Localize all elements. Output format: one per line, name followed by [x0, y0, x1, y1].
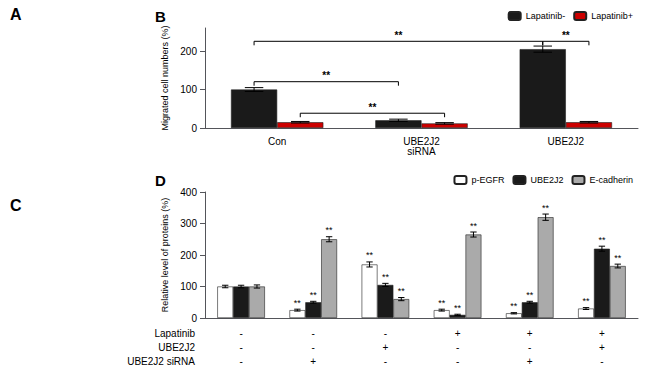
svg-text:**: **: [395, 30, 403, 41]
svg-text:**: **: [438, 298, 446, 308]
svg-text:**: **: [583, 296, 591, 306]
svg-text:**: **: [562, 30, 570, 41]
svg-text:UBE2J2: UBE2J2: [158, 342, 195, 353]
svg-text:**: **: [369, 102, 377, 113]
svg-text:UBE2J2: UBE2J2: [530, 175, 563, 185]
svg-text:**: **: [510, 301, 518, 311]
svg-text:-: -: [456, 356, 459, 367]
svg-text:-: -: [384, 356, 387, 367]
svg-text:**: **: [326, 225, 334, 235]
svg-text:-: -: [239, 328, 242, 339]
svg-text:100: 100: [180, 84, 197, 95]
svg-text:-: -: [239, 356, 242, 367]
svg-text:UBE2J2: UBE2J2: [547, 136, 584, 147]
svg-text:**: **: [614, 253, 622, 263]
svg-text:p-EGFR: p-EGFR: [471, 175, 505, 185]
svg-text:**: **: [310, 290, 318, 300]
svg-text:200: 200: [180, 46, 197, 57]
svg-text:Lapatinib: Lapatinib: [154, 328, 195, 339]
svg-text:**: **: [454, 303, 462, 313]
svg-text:+: +: [599, 328, 605, 339]
svg-text:**: **: [322, 70, 330, 81]
svg-text:D: D: [155, 172, 166, 189]
svg-text:-: -: [600, 356, 603, 367]
svg-text:400: 400: [180, 187, 197, 198]
svg-text:Migrated cell numbers (%): Migrated cell numbers (%): [160, 25, 170, 130]
svg-text:+: +: [310, 356, 316, 367]
svg-text:-: -: [456, 342, 459, 353]
svg-text:300: 300: [180, 218, 197, 229]
svg-text:-: -: [239, 342, 242, 353]
svg-text:-: -: [528, 342, 531, 353]
svg-text:Con: Con: [268, 136, 286, 147]
svg-text:**: **: [398, 286, 406, 296]
svg-text:0: 0: [191, 313, 197, 324]
svg-text:E-cadherin: E-cadherin: [589, 175, 633, 185]
svg-text:siRNA: siRNA: [407, 146, 436, 157]
svg-text:+: +: [527, 328, 533, 339]
svg-text:-: -: [312, 328, 315, 339]
svg-text:C: C: [10, 197, 22, 214]
svg-text:Lapatinib+: Lapatinib+: [591, 11, 633, 21]
svg-text:-: -: [312, 342, 315, 353]
svg-text:UBE2J2 siRNA: UBE2J2 siRNA: [127, 356, 195, 367]
svg-text:Lapatinib-: Lapatinib-: [526, 11, 566, 21]
svg-text:A: A: [10, 6, 22, 23]
svg-text:Relative level of proteins (%): Relative level of proteins (%): [160, 198, 170, 313]
svg-text:**: **: [470, 221, 478, 231]
svg-text:B: B: [155, 8, 166, 25]
svg-text:100: 100: [180, 281, 197, 292]
svg-text:**: **: [382, 272, 390, 282]
svg-text:**: **: [366, 250, 374, 260]
svg-text:+: +: [382, 342, 388, 353]
svg-text:0: 0: [191, 123, 197, 134]
svg-text:**: **: [526, 290, 534, 300]
svg-text:-: -: [384, 328, 387, 339]
svg-text:**: **: [294, 298, 302, 308]
svg-text:**: **: [598, 235, 606, 245]
svg-text:UBE2J2: UBE2J2: [403, 135, 440, 147]
svg-text:**: **: [542, 203, 550, 213]
svg-text:+: +: [527, 356, 533, 367]
svg-text:+: +: [455, 328, 461, 339]
svg-text:+: +: [599, 342, 605, 353]
svg-text:200: 200: [180, 250, 197, 261]
